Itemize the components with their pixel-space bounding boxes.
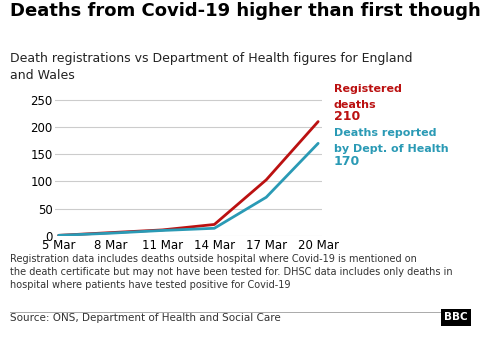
Text: Death registrations vs Department of Health figures for England
and Wales: Death registrations vs Department of Hea… [10,52,412,82]
Text: Source: ONS, Department of Health and Social Care: Source: ONS, Department of Health and So… [10,313,280,324]
Text: Registration data includes deaths outside hospital where Covid-19 is mentioned o: Registration data includes deaths outsid… [10,254,452,290]
Text: deaths: deaths [334,100,376,111]
Text: Registered: Registered [334,84,401,94]
Text: 210: 210 [334,110,360,123]
Text: Deaths from Covid-19 higher than first thought: Deaths from Covid-19 higher than first t… [10,2,480,20]
Text: 170: 170 [334,155,360,168]
Text: by Dept. of Health: by Dept. of Health [334,144,448,154]
Text: Deaths reported: Deaths reported [334,128,436,138]
Text: BBC: BBC [444,312,468,323]
